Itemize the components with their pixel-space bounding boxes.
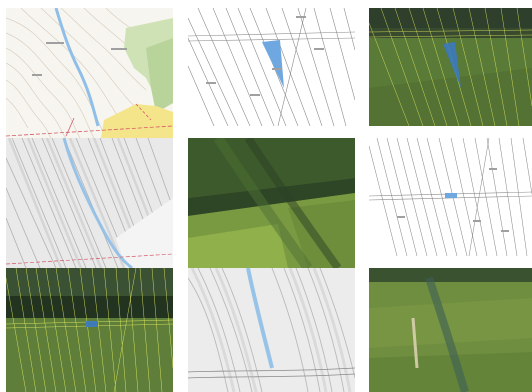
stream — [425, 276, 469, 392]
topographic-map — [6, 8, 173, 138]
aerial-photo — [369, 268, 532, 392]
aerial-photo — [188, 138, 355, 268]
cadastral-plan-tile[interactable] — [188, 8, 355, 126]
parcel-number-label — [489, 168, 497, 170]
hillshade-relief — [6, 138, 173, 268]
settlement-area — [101, 104, 173, 138]
cadastral-plan-tile[interactable] — [369, 138, 532, 256]
parcel-highlight — [262, 40, 284, 88]
topographic-map-tile[interactable] — [6, 8, 173, 138]
aerial-photo-cadastral-overlay-tile[interactable] — [369, 8, 532, 126]
stream — [54, 8, 100, 127]
cadastral-plan — [369, 138, 532, 256]
hillshade-relief-tile[interactable] — [6, 138, 173, 268]
aerial-overlay — [369, 8, 532, 126]
parcel-highlight — [445, 193, 457, 198]
aerial-overlay — [6, 268, 173, 392]
cadastral-plan — [188, 8, 355, 126]
map-place-label — [46, 42, 64, 44]
aerial-photo-tile[interactable] — [369, 268, 532, 392]
parcel-highlight — [443, 42, 461, 88]
road — [6, 125, 173, 137]
hillshade-relief — [188, 268, 355, 392]
aerial-photo-tile[interactable] — [188, 138, 355, 268]
stream — [246, 268, 274, 369]
aerial-photo-cadastral-overlay-tile[interactable] — [6, 268, 173, 392]
stream — [62, 138, 133, 268]
parcel-highlight — [86, 321, 98, 327]
parcel-number-label — [296, 16, 306, 18]
hillshade-relief-tile[interactable] — [188, 268, 355, 392]
